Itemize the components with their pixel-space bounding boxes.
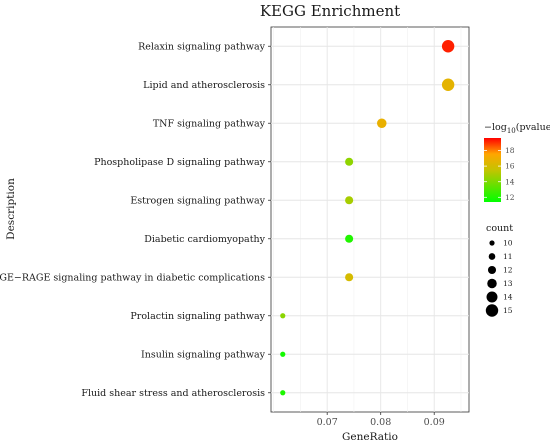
x-tick-label: 0.07: [317, 417, 338, 428]
size-legend-dot: [489, 240, 495, 246]
data-point: [280, 351, 286, 357]
x-axis-title: GeneRatio: [342, 431, 398, 442]
data-point: [345, 157, 354, 166]
category-label: AGE−RAGE signaling pathway in diabetic c…: [0, 273, 265, 284]
category-label: Phospholipase D signaling pathway: [94, 157, 266, 168]
size-legend-label: 15: [503, 306, 513, 315]
size-legend-title: count: [486, 223, 513, 234]
size-legend-label: 14: [503, 293, 513, 302]
category-label: Fluid shear stress and atherosclerosis: [81, 388, 265, 399]
category-label: TNF signaling pathway: [153, 119, 266, 130]
category-label: Prolactin signaling pathway: [130, 311, 265, 322]
data-point: [441, 78, 455, 91]
data-point: [280, 313, 286, 319]
x-tick-label: 0.09: [424, 417, 445, 428]
color-tick-label: 14: [505, 177, 515, 186]
color-legend-ticks: 12 14 16 18: [484, 146, 515, 202]
x-axis-ticks: 0.07 0.08 0.09: [317, 412, 445, 428]
color-gradient-bar: [484, 138, 501, 202]
category-label: Diabetic cardiomyopathy: [144, 234, 265, 245]
size-legend: count 10 11 12 13 14 15: [485, 223, 513, 317]
category-label: Estrogen signaling pathway: [130, 196, 265, 207]
data-point: [280, 390, 286, 396]
plot-panel: [270, 26, 470, 413]
data-points: [280, 40, 455, 396]
data-point: [377, 118, 387, 129]
data-point: [441, 40, 455, 53]
x-tick-label: 0.08: [370, 417, 391, 428]
y-axis-title: Description: [5, 178, 17, 240]
category-labels: Relaxin signaling pathway Lipid and ather…: [0, 42, 271, 399]
color-tick-label: 16: [505, 162, 515, 171]
size-legend-label: 12: [503, 266, 513, 275]
grid-lines: [271, 27, 469, 412]
size-legend-label: 13: [503, 279, 513, 288]
size-legend-dot: [485, 304, 499, 317]
data-point: [345, 273, 354, 282]
data-point: [345, 234, 354, 243]
size-legend-dot: [486, 291, 498, 303]
size-legend-label: 11: [503, 252, 513, 261]
category-label: Lipid and atherosclerosis: [143, 80, 265, 91]
size-legend-label: 10: [503, 239, 513, 248]
color-legend: −log10(pvalue) 12 14 16 18: [484, 122, 550, 202]
category-label: Insulin signaling pathway: [141, 350, 266, 361]
data-point: [345, 196, 354, 205]
plot-border: [270, 26, 470, 413]
chart-title: KEGG Enrichment: [260, 2, 400, 20]
size-legend-dot: [487, 278, 497, 289]
color-tick-label: 18: [505, 146, 515, 155]
size-legend-items: 10 11 12 13 14 15: [485, 239, 513, 317]
color-tick-label: 12: [505, 193, 515, 202]
size-legend-dot: [488, 253, 496, 260]
size-legend-dot: [487, 265, 497, 275]
color-legend-title: −log10(pvalue): [484, 122, 550, 135]
category-label: Relaxin signaling pathway: [138, 42, 266, 53]
